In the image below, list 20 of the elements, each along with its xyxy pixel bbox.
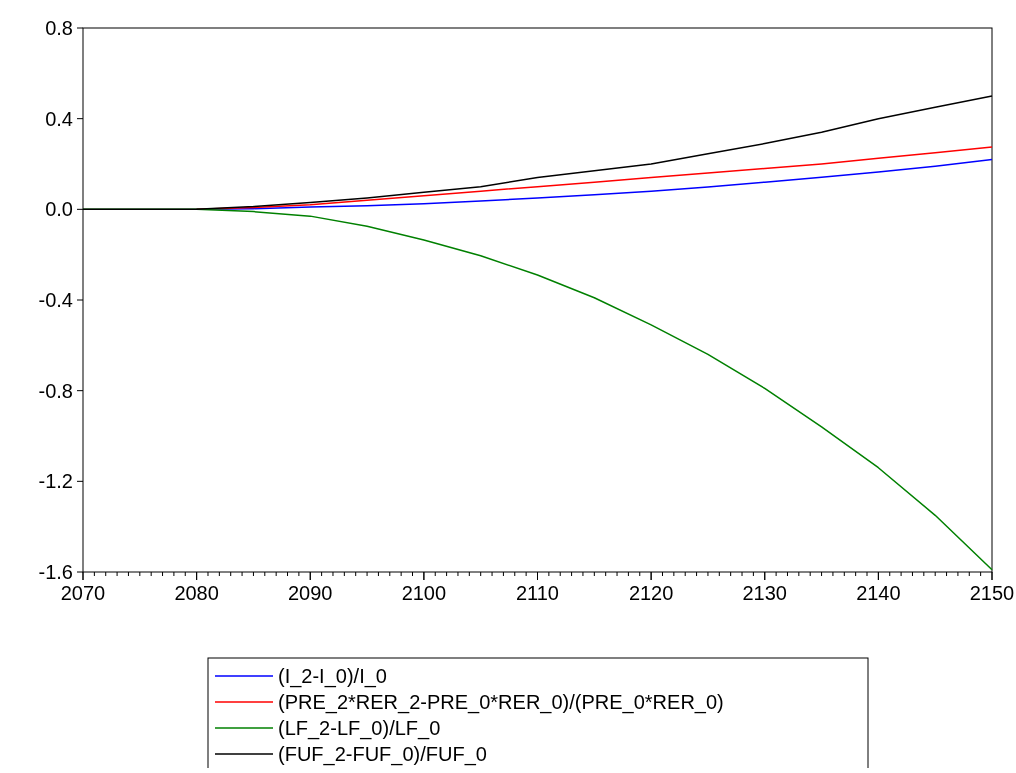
x-tick-label: 2070 (60, 582, 106, 604)
legend-label: (FUF_2-FUF_0)/FUF_0 (278, 743, 487, 766)
x-tick-label: 2090 (288, 582, 333, 604)
y-tick-label: 0.0 (45, 198, 73, 221)
y-tick-label: -0.4 (38, 289, 73, 311)
y-tick-label: -1.6 (38, 561, 73, 583)
legend-label: (LF_2-LF_0)/LF_0 (278, 717, 441, 740)
legend-label: (I_2-I_0)/I_0 (278, 665, 387, 688)
x-tick-label: 2120 (628, 582, 674, 604)
x-tick-label: 2130 (742, 582, 787, 604)
y-tick-label: -0.8 (38, 379, 73, 402)
x-tick-label: 2150 (969, 582, 1015, 604)
x-tick-label: 2100 (401, 582, 447, 604)
y-tick-label: 0.4 (45, 107, 73, 130)
y-tick-label: -1.2 (38, 470, 73, 493)
x-tick-label: 2140 (856, 582, 901, 604)
y-tick-label: 0.8 (45, 17, 73, 39)
x-tick-label: 2080 (174, 582, 219, 604)
x-tick-label: 2110 (515, 582, 560, 604)
legend-label: (PRE_2*RER_2-PRE_0*RER_0)/(PRE_0*RER_0) (278, 691, 724, 714)
